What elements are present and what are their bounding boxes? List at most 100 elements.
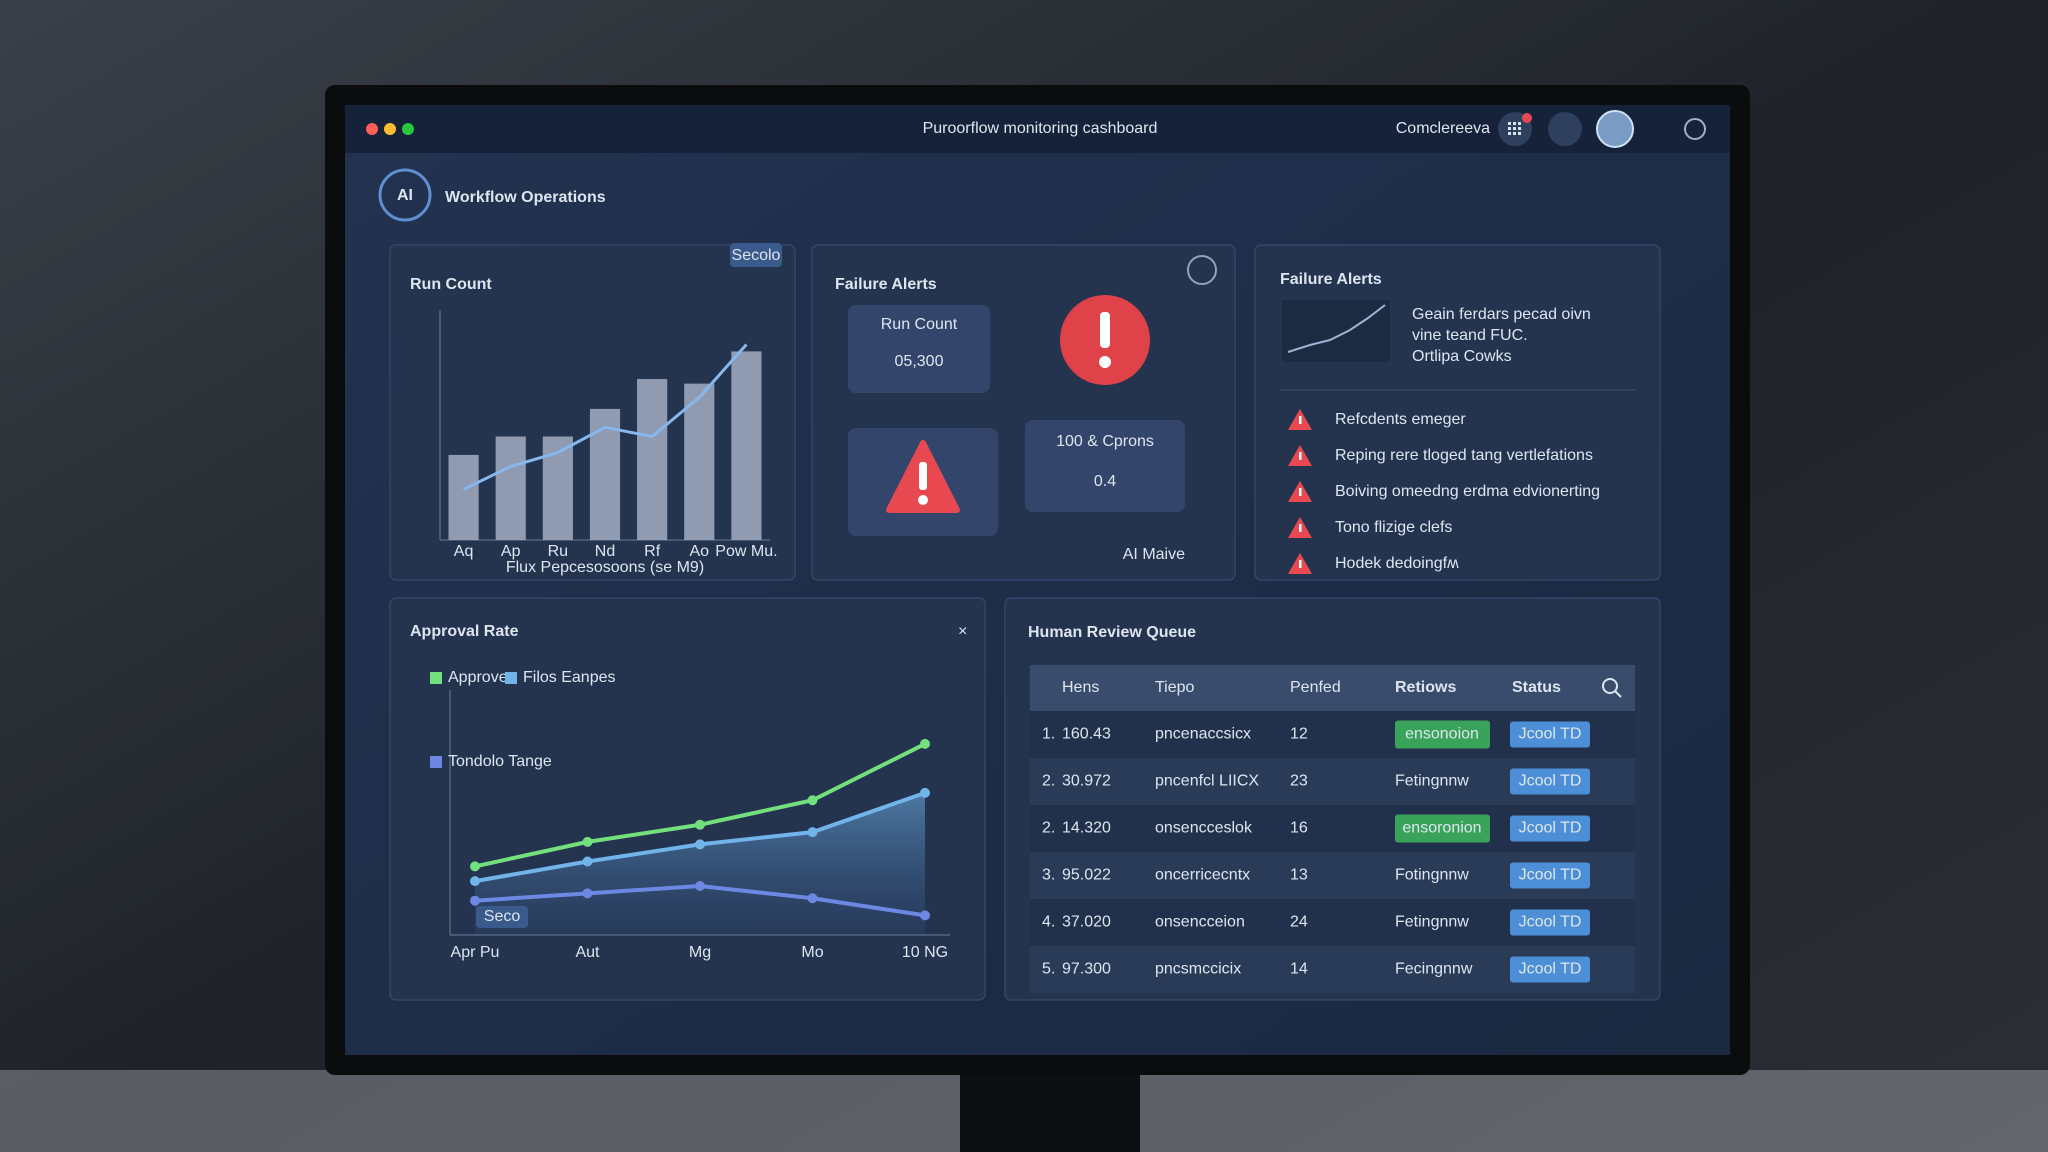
- column-header: Penfed: [1290, 679, 1341, 696]
- x-tick-label: Ao: [689, 543, 709, 560]
- logo-text: AI: [397, 187, 413, 204]
- account-icon[interactable]: [1684, 118, 1706, 140]
- status-button[interactable]: [1510, 909, 1590, 936]
- apps-dot: [1518, 122, 1521, 125]
- x-tick-label: 10 NG: [902, 944, 948, 961]
- x-tick-label: Pow Mu.: [715, 543, 777, 560]
- panel-title: Failure Alerts: [835, 276, 937, 293]
- x-tick-label: Mo: [801, 944, 823, 961]
- row-number: 5.: [1042, 961, 1055, 978]
- alert-item: Refcdents emeger: [1335, 411, 1466, 428]
- page-title: Workflow Operations: [445, 189, 606, 206]
- cell: Fetingnnw: [1395, 773, 1469, 790]
- cell: 14.320: [1062, 820, 1111, 837]
- monitor-stand: [960, 1060, 1140, 1152]
- alert-icon-mark: [1299, 488, 1302, 496]
- user-button[interactable]: [1548, 112, 1582, 146]
- column-header: Hens: [1062, 679, 1099, 696]
- x-tick-label: Ru: [548, 543, 568, 560]
- apps-dot: [1508, 127, 1511, 130]
- bar: [448, 454, 479, 540]
- window-title: Puroorflow monitoring cashboard: [923, 120, 1158, 137]
- apps-dot: [1513, 127, 1516, 130]
- panel-title: Approval Rate: [410, 623, 519, 640]
- line: [462, 343, 748, 491]
- close-button[interactable]: ×: [958, 623, 967, 640]
- status-button[interactable]: [1510, 862, 1590, 889]
- window-minimize[interactable]: [384, 123, 396, 135]
- avatar[interactable]: [1596, 110, 1634, 148]
- bar: [495, 436, 526, 540]
- bar: [731, 351, 762, 540]
- point: [582, 888, 593, 899]
- error-dot: [1099, 356, 1111, 368]
- annotation-badge: [476, 906, 528, 928]
- cell: pncenfcl LIICX: [1155, 773, 1259, 790]
- metric-label: 100 & Cprons: [1056, 433, 1154, 450]
- row-number: 3.: [1042, 867, 1055, 884]
- apps-dot: [1518, 127, 1521, 130]
- x-axis-label: Flux Pepcesosoons (se M9): [506, 559, 704, 576]
- cell: 95.022: [1062, 867, 1111, 884]
- status-button[interactable]: [1510, 768, 1590, 795]
- window-close[interactable]: [366, 123, 378, 135]
- bar: [637, 379, 668, 540]
- x-tick-label: Nd: [595, 543, 615, 560]
- point: [695, 881, 705, 891]
- cell: 23: [1290, 773, 1308, 790]
- window-zoom[interactable]: [402, 123, 414, 135]
- x-tick-label: Aut: [575, 944, 600, 961]
- apps-dot: [1513, 132, 1516, 135]
- x-tick-label: Apr Pu: [451, 944, 500, 961]
- alert-icon-mark: [1299, 416, 1302, 424]
- badge: [730, 243, 782, 267]
- column-header: Retiows: [1395, 679, 1456, 696]
- cell: 37.020: [1062, 914, 1111, 931]
- cell: 16: [1290, 820, 1308, 837]
- cell: onsencceion: [1155, 914, 1245, 931]
- panel-title: Human Review Queue: [1028, 624, 1196, 641]
- legend-swatch: [430, 672, 442, 684]
- point: [582, 856, 593, 867]
- metric-card: [848, 305, 990, 393]
- cell: pncenaccsicx: [1155, 726, 1251, 743]
- status-button-label: Jcool TD: [1519, 726, 1582, 743]
- apps-dot: [1508, 122, 1511, 125]
- approval-panel: [389, 597, 986, 1001]
- status-button[interactable]: [1510, 956, 1590, 983]
- legend-swatch: [505, 672, 517, 684]
- column-header: Tiepo: [1155, 679, 1195, 696]
- home-button[interactable]: [1187, 255, 1217, 285]
- alert-item: Tono flizige clefs: [1335, 519, 1452, 536]
- cell: 13: [1290, 867, 1308, 884]
- status-button-label: Jcool TD: [1519, 914, 1582, 931]
- status-badge: [1395, 814, 1490, 843]
- warning-mark: [919, 462, 927, 490]
- annotation: Seco: [484, 908, 521, 925]
- x-tick-label: Rf: [644, 543, 661, 560]
- row-number: 4.: [1042, 914, 1055, 931]
- status-button[interactable]: [1510, 815, 1590, 842]
- apps-dot: [1513, 122, 1516, 125]
- alert-item: Reping rere tloged tang vertlefations: [1335, 447, 1593, 464]
- cell: Fetingnnw: [1395, 914, 1469, 931]
- status-button[interactable]: [1510, 721, 1590, 748]
- user-name: Comclereeva: [1396, 120, 1490, 137]
- column-header: Status: [1512, 679, 1561, 696]
- point: [582, 836, 593, 847]
- warning-dot: [918, 495, 928, 505]
- search-icon[interactable]: [1602, 678, 1618, 694]
- error-mark: [1100, 312, 1110, 348]
- cell: ensonoion: [1405, 726, 1479, 743]
- legend-label: Approve: [448, 669, 508, 686]
- status-button-label: Jcool TD: [1519, 867, 1582, 884]
- point: [807, 795, 818, 806]
- alert-item: Boiving omeedng erdma edvionerting: [1335, 483, 1600, 500]
- metric-label: Run Count: [881, 316, 958, 333]
- summary-line: vine teand FUC.: [1412, 327, 1528, 344]
- alert-icon-mark: [1299, 524, 1302, 532]
- apps-dot: [1508, 132, 1511, 135]
- thumbnail: [1282, 300, 1390, 362]
